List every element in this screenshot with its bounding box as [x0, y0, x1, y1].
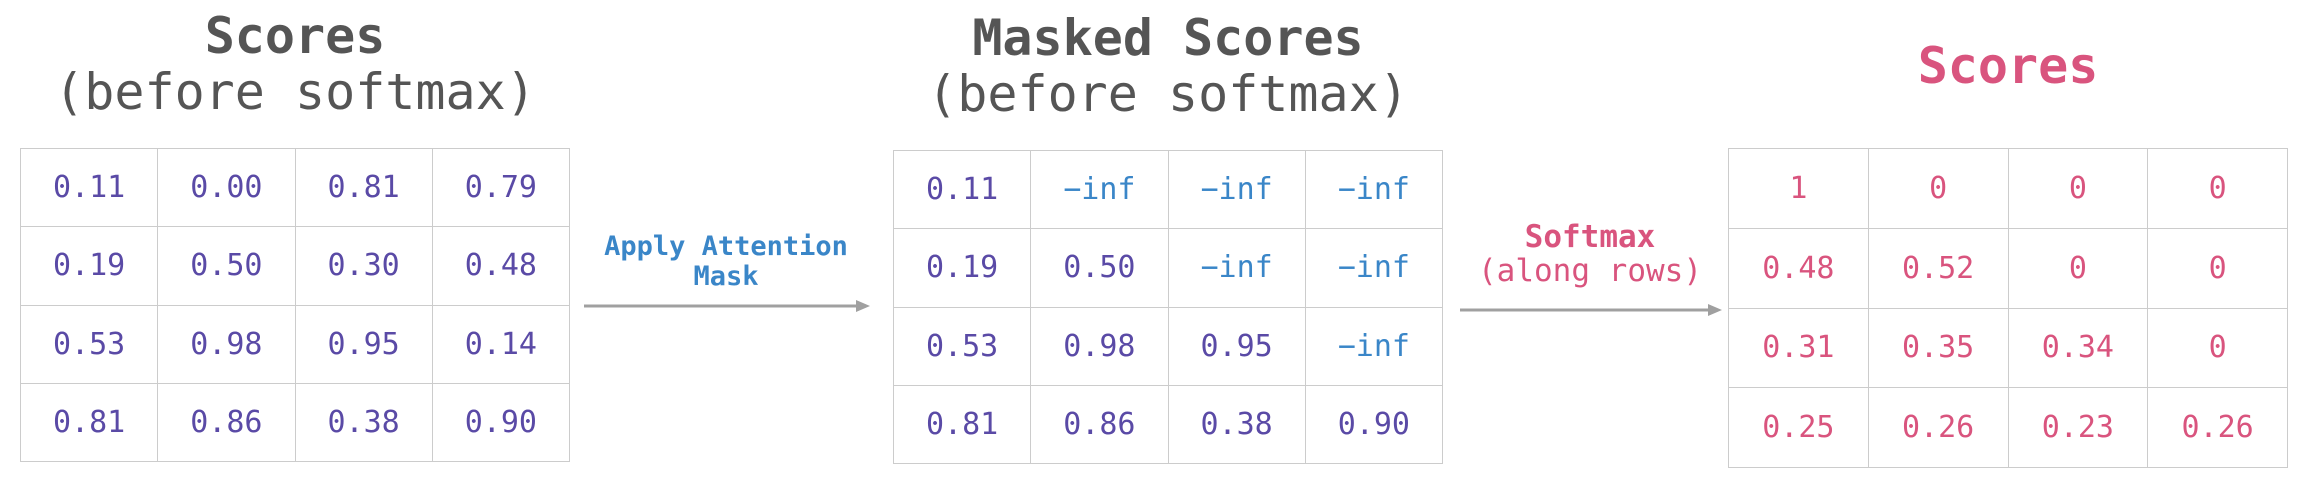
softmax-label: Softmax (along rows) [1450, 220, 1730, 288]
matrix-cell: 0.31 [1728, 307, 1869, 389]
matrix-cell: −inf [1030, 149, 1169, 230]
matrix-cell: 0.86 [1030, 384, 1169, 465]
masked-scores-title: Masked Scores [972, 9, 1364, 67]
matrix-cell: 0.00 [157, 147, 296, 228]
matrix-cell: 0.98 [1030, 306, 1169, 386]
matrix-cell: 0.25 [1728, 387, 1869, 468]
matrix-cell: 0 [2007, 227, 2149, 309]
masked-scores-subtitle: (before softmax) [927, 65, 1409, 123]
masked-scores-matrix: 0.11 −inf −inf −inf 0.19 0.50 −inf −inf 0.53 0.98… [892, 149, 1444, 465]
matrix-cell: 0.26 [1867, 387, 2009, 468]
softmax-label-line1: Softmax [1524, 219, 1656, 255]
matrix-cell: 0.95 [294, 304, 433, 384]
apply-mask-label-line1: Apply Attention [604, 231, 848, 262]
matrix-row: 0.53 0.98 0.95 −inf [892, 306, 1444, 386]
scores-subtitle: (before softmax) [54, 63, 536, 121]
matrix-row: 0.25 0.26 0.23 0.26 [1728, 387, 2288, 468]
matrix-row: 0.11 −inf −inf −inf [892, 149, 1444, 230]
scores-title-block: Scores (before softmax) [20, 8, 570, 120]
matrix-cell: −inf [1304, 149, 1444, 230]
matrix-cell: 1 [1728, 148, 1869, 229]
softmax-scores-title: Scores [1917, 37, 2099, 95]
matrix-cell: 0 [2147, 148, 2288, 229]
matrix-row: 0.31 0.35 0.34 0 [1728, 307, 2288, 389]
apply-mask-label-line2: Mask [693, 260, 759, 292]
matrix-cell: 0.48 [431, 226, 571, 306]
matrix-cell: 0.23 [2007, 387, 2149, 468]
matrix-cell: 0.26 [2147, 387, 2288, 468]
softmax-label-line2: (along rows) [1478, 253, 1702, 290]
matrix-cell: 0.30 [294, 226, 433, 306]
matrix-cell: 0.53 [892, 306, 1032, 386]
matrix-cell: 0 [2007, 148, 2149, 229]
matrix-cell: 0.95 [1167, 306, 1306, 386]
matrix-cell: 0.35 [1867, 307, 2009, 389]
matrix-cell: 0.81 [294, 147, 433, 228]
apply-mask-arrow [584, 300, 870, 312]
matrix-cell: 0.48 [1728, 227, 1869, 309]
matrix-cell: 0.50 [157, 226, 296, 306]
matrix-cell: −inf [1304, 228, 1444, 308]
matrix-cell: −inf [1167, 228, 1306, 308]
matrix-cell: 0 [2147, 307, 2288, 389]
masked-scores-title-block: Masked Scores (before softmax) [893, 10, 1443, 122]
matrix-cell: 0.52 [1867, 227, 2009, 309]
matrix-cell: 0.38 [1167, 384, 1306, 465]
matrix-row: 0.81 0.86 0.38 0.90 [19, 382, 571, 463]
softmax-arrow [1460, 304, 1722, 316]
matrix-row: 0.19 0.50 0.30 0.48 [19, 226, 571, 306]
softmax-scores-title-block: Scores [1728, 38, 2288, 94]
matrix-row: 0.53 0.98 0.95 0.14 [19, 304, 571, 384]
matrix-cell: 0.11 [892, 149, 1032, 230]
scores-title: Scores [204, 7, 386, 65]
matrix-cell: 0.38 [294, 382, 433, 463]
matrix-cell: 0.90 [431, 382, 571, 463]
matrix-cell: −inf [1167, 149, 1306, 230]
matrix-cell: 0 [2147, 227, 2288, 309]
matrix-cell: 0.79 [431, 147, 571, 228]
matrix-row: 0.19 0.50 −inf −inf [892, 228, 1444, 308]
matrix-cell: 0.53 [19, 304, 159, 384]
matrix-cell: 0.81 [892, 384, 1032, 465]
matrix-cell: 0 [1867, 148, 2009, 229]
matrix-cell: 0.90 [1304, 384, 1444, 465]
matrix-row: 0.48 0.52 0 0 [1728, 227, 2288, 309]
matrix-cell: 0.34 [2007, 307, 2149, 389]
matrix-cell: 0.11 [19, 147, 159, 228]
softmax-scores-matrix: 1 0 0 0 0.48 0.52 0 0 0.31 0.35 0.34 0 0.25 0.26 0.23 0… [1728, 148, 2288, 468]
matrix-cell: 0.14 [431, 304, 571, 384]
matrix-cell: −inf [1304, 306, 1444, 386]
matrix-cell: 0.98 [157, 304, 296, 384]
matrix-row: 0.11 0.00 0.81 0.79 [19, 147, 571, 228]
matrix-cell: 0.81 [19, 382, 159, 463]
matrix-cell: 0.19 [892, 228, 1032, 308]
apply-mask-label: Apply Attention Mask [578, 232, 874, 291]
scores-matrix: 0.11 0.00 0.81 0.79 0.19 0.50 0.30 0.48 0.53 0.98… [19, 147, 571, 463]
matrix-row: 0.81 0.86 0.38 0.90 [892, 384, 1444, 465]
matrix-cell: 0.19 [19, 226, 159, 306]
matrix-cell: 0.50 [1030, 228, 1169, 308]
matrix-cell: 0.86 [157, 382, 296, 463]
